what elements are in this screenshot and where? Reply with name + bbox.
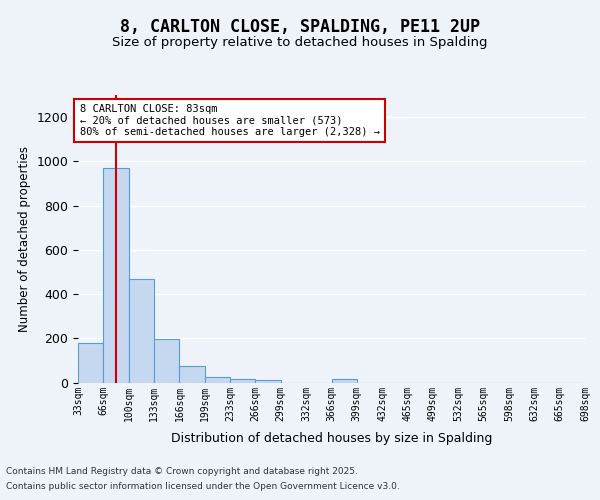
Bar xyxy=(331,379,357,382)
Text: 8, CARLTON CLOSE, SPALDING, PE11 2UP: 8, CARLTON CLOSE, SPALDING, PE11 2UP xyxy=(120,18,480,36)
Bar xyxy=(205,377,230,382)
Bar xyxy=(179,366,205,382)
Text: Contains public sector information licensed under the Open Government Licence v3: Contains public sector information licen… xyxy=(6,482,400,491)
Bar xyxy=(78,342,103,382)
Y-axis label: Number of detached properties: Number of detached properties xyxy=(18,146,31,332)
Text: Contains HM Land Registry data © Crown copyright and database right 2025.: Contains HM Land Registry data © Crown c… xyxy=(6,467,358,476)
Bar xyxy=(103,168,128,382)
X-axis label: Distribution of detached houses by size in Spalding: Distribution of detached houses by size … xyxy=(171,432,492,444)
Bar xyxy=(128,278,154,382)
Text: 8 CARLTON CLOSE: 83sqm
← 20% of detached houses are smaller (573)
80% of semi-de: 8 CARLTON CLOSE: 83sqm ← 20% of detached… xyxy=(80,104,380,137)
Bar xyxy=(256,380,281,382)
Text: Size of property relative to detached houses in Spalding: Size of property relative to detached ho… xyxy=(112,36,488,49)
Bar xyxy=(154,340,179,382)
Bar xyxy=(230,379,256,382)
